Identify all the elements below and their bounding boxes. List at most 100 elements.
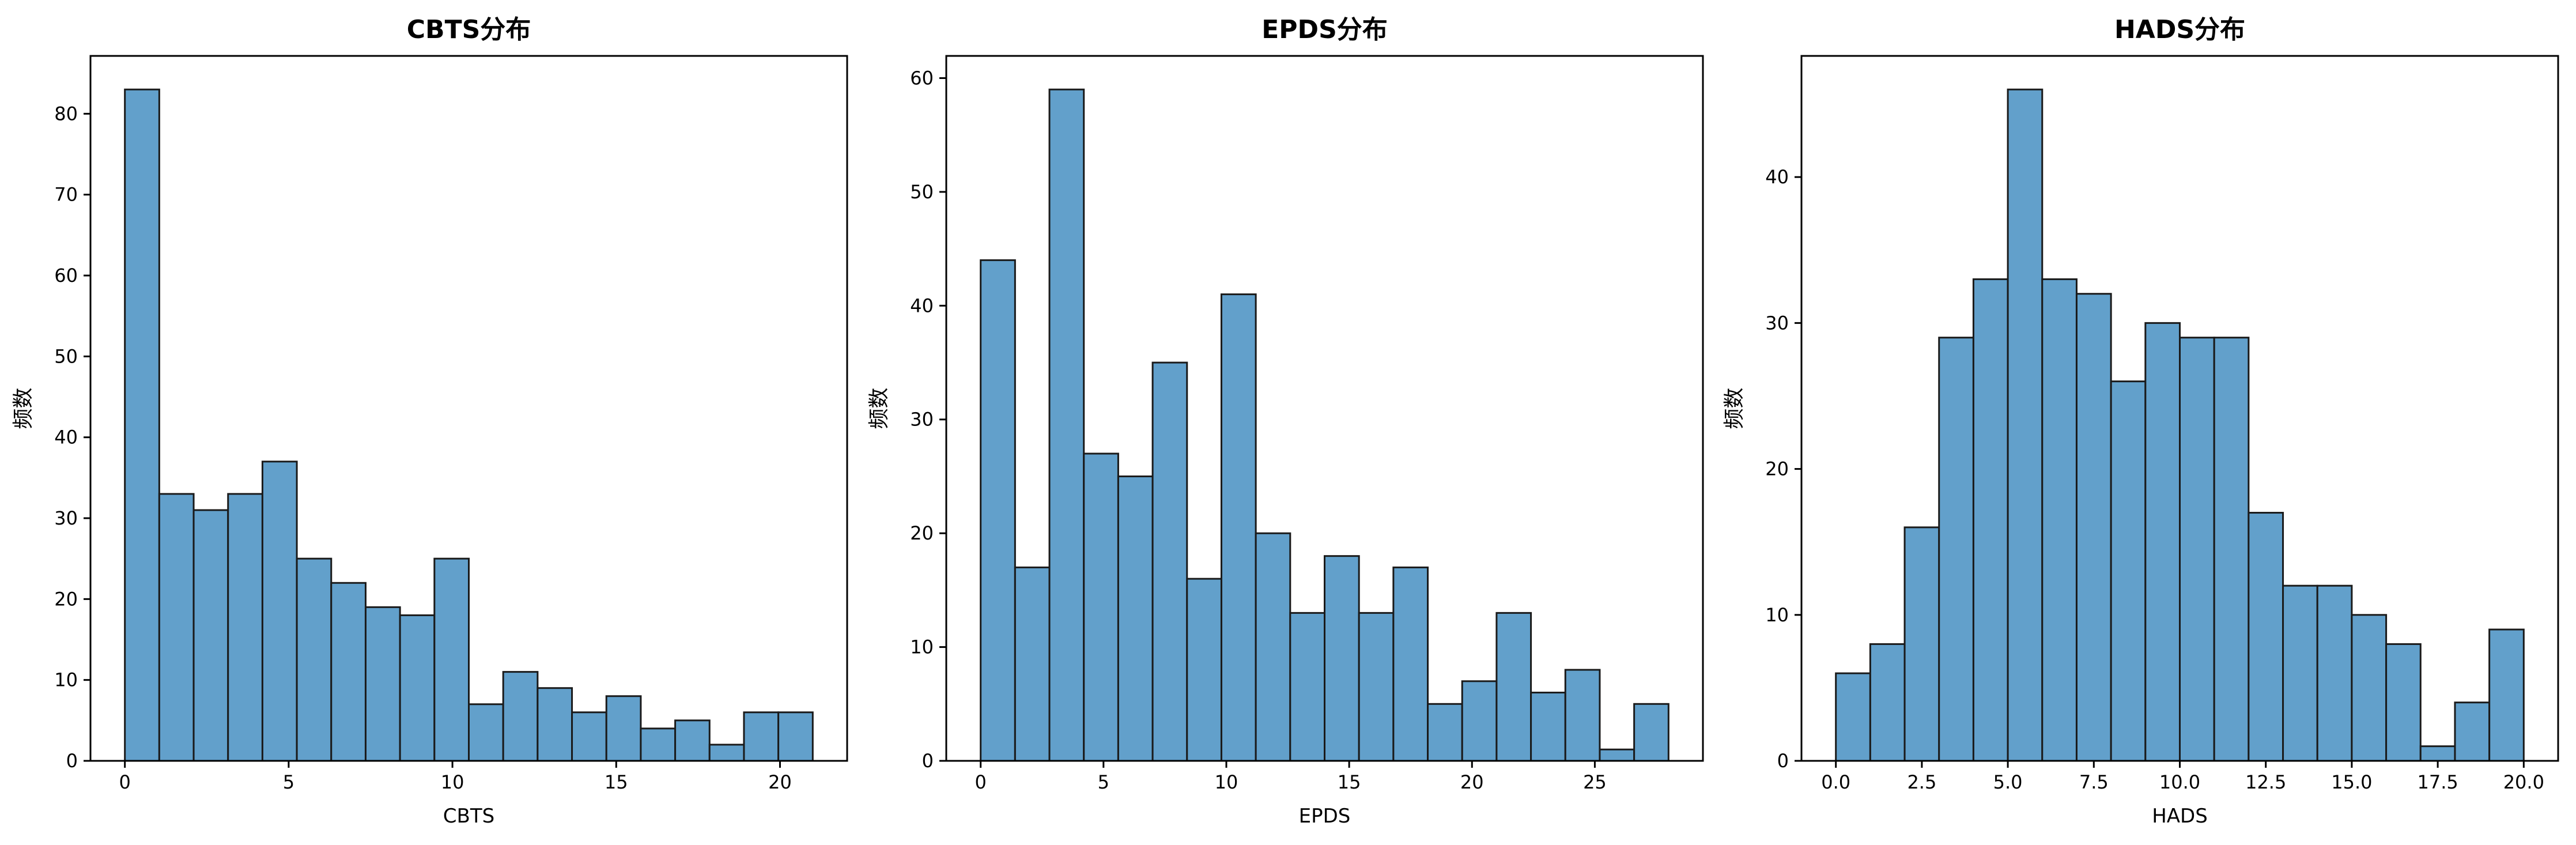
histogram-bar (296, 557, 333, 762)
histogram-bar (1495, 612, 1532, 762)
x-tick-label: 10.0 (2159, 771, 2200, 793)
x-tick-label: 15 (605, 771, 628, 793)
histogram-bar (605, 695, 642, 762)
y-tick-label: 0 (1777, 750, 1789, 772)
y-tick-label: 20 (1765, 458, 1789, 480)
histogram-bar (364, 606, 401, 762)
histogram-bar (158, 493, 195, 762)
x-tick-label: 5 (1098, 771, 1109, 793)
histogram-bar (1186, 578, 1222, 762)
histogram-bar (1117, 475, 1154, 762)
histogram-bar (468, 703, 504, 762)
chart-title: CBTS分布 (407, 15, 531, 44)
x-tick-label: 5 (283, 771, 294, 793)
x-axis-label: CBTS (443, 805, 494, 828)
y-tick-label: 50 (54, 345, 78, 367)
y-axis-label: 频数 (12, 387, 35, 429)
x-axis-label: EPDS (1299, 805, 1351, 828)
y-tick-label: 70 (54, 184, 78, 206)
histogram-bar (537, 687, 573, 762)
x-tick-label: 25 (1583, 771, 1607, 793)
chart-title: EPDS分布 (1261, 15, 1388, 44)
histogram-bar (1564, 669, 1601, 762)
histogram-bar (2007, 88, 2044, 762)
histogram-bar (1835, 672, 1871, 762)
histogram-bar (227, 493, 263, 762)
x-tick-label: 15.0 (2331, 771, 2372, 793)
y-tick-label: 60 (910, 67, 934, 89)
chart-title: HADS分布 (2114, 15, 2245, 44)
histogram-bar (1151, 361, 1188, 762)
histogram-bar (1427, 703, 1463, 762)
histogram-bar (2075, 293, 2112, 762)
x-tick-label: 10 (441, 771, 464, 793)
y-tick-label: 40 (1765, 166, 1789, 188)
histogram-bar (433, 557, 470, 762)
y-tick-label: 20 (54, 588, 78, 610)
y-tick-label: 10 (54, 669, 78, 691)
histogram-bar (1530, 692, 1566, 762)
histogram-bar (261, 461, 298, 762)
histogram-bar (502, 671, 539, 762)
histogram-bar (1358, 612, 1395, 762)
y-tick-label: 50 (910, 181, 934, 203)
x-tick-label: 15 (1338, 771, 1361, 793)
histogram-bar (1289, 612, 1325, 762)
histogram-bar (2041, 278, 2078, 762)
x-tick-label: 20 (768, 771, 792, 793)
histogram-bar (2419, 745, 2456, 762)
histogram-bar (1220, 293, 1257, 762)
y-tick-label: 30 (54, 507, 78, 529)
histogram-bar (1083, 452, 1119, 762)
histogram-bar (1392, 566, 1429, 762)
histogram-bar (2110, 380, 2147, 762)
y-tick-label: 10 (910, 636, 934, 658)
y-tick-label: 40 (54, 427, 78, 448)
y-axis-label: 频数 (867, 387, 891, 429)
histogram-bar (330, 582, 367, 762)
histogram-bar (2179, 337, 2215, 762)
x-tick-label: 0 (975, 771, 987, 793)
histogram-bar (1324, 555, 1360, 762)
x-tick-label: 5.0 (1993, 771, 2023, 793)
y-axis-label: 频数 (1723, 387, 1746, 429)
histogram-bar (743, 711, 780, 762)
y-tick-label: 30 (1765, 312, 1789, 334)
histogram-bar (2144, 322, 2181, 762)
histogram-epds: 0 5 10 15 20 25 0 10 20 30 40 50 60 EPDS分布 EPDS 频数 (867, 15, 1704, 828)
histogram-bar (777, 711, 814, 762)
histogram-bar (2248, 512, 2284, 762)
histogram-bar (399, 614, 436, 762)
histogram-bar (1461, 680, 1498, 762)
y-tick-label: 60 (54, 265, 78, 286)
histogram-bar (1869, 643, 1906, 762)
histogram-bar (1048, 88, 1085, 762)
histogram-bar (2385, 643, 2422, 762)
axes-frame (89, 55, 848, 762)
histogram-bar (1014, 566, 1051, 762)
x-tick-label: 20.0 (2503, 771, 2544, 793)
histogram-bar (2316, 584, 2353, 762)
histogram-bar (124, 88, 160, 762)
x-tick-label: 0 (119, 771, 131, 793)
histogram-bar (2282, 584, 2318, 762)
axes-frame (945, 55, 1704, 762)
x-tick-label: 2.5 (1907, 771, 1936, 793)
histogram-bar (1972, 278, 2009, 762)
histogram-bar (1633, 703, 1670, 762)
histogram-bar (1903, 526, 1940, 762)
histogram-bar (708, 744, 745, 762)
x-tick-label: 20 (1460, 771, 1484, 793)
histogram-cbts: 0 5 10 15 20 0 10 20 30 40 50 60 70 80 CBTS分布 CBTS 频数 (12, 15, 848, 828)
histogram-bar (571, 711, 607, 762)
x-tick-label: 10 (1215, 771, 1238, 793)
histogram-bar (640, 727, 677, 762)
histogram-bar (192, 509, 229, 762)
histogram-bar (674, 719, 711, 762)
histogram-bar (2454, 701, 2491, 762)
y-tick-label: 80 (54, 103, 78, 125)
histogram-bar (1938, 337, 1974, 762)
x-tick-label: 12.5 (2245, 771, 2286, 793)
histogram-bar (2488, 628, 2525, 762)
